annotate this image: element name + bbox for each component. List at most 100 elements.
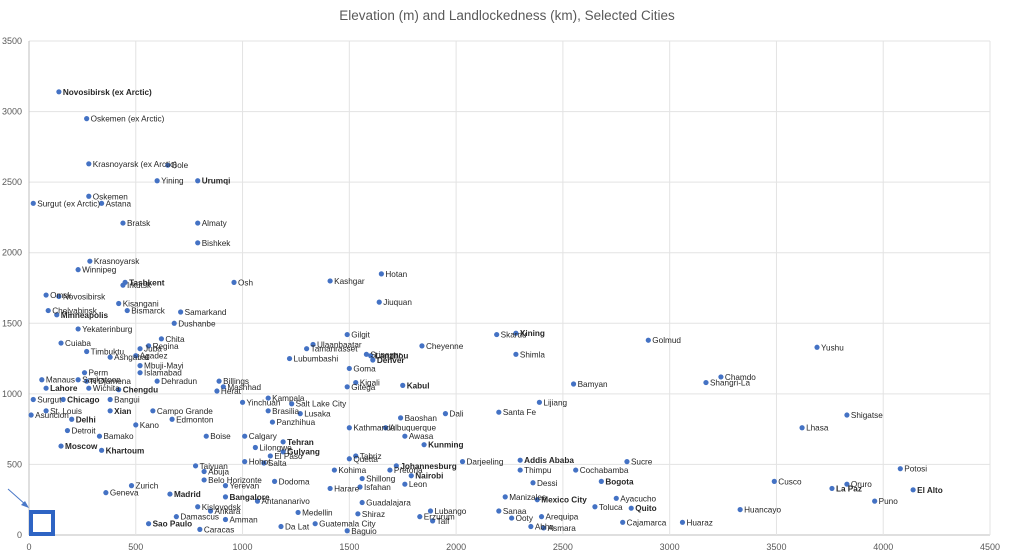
data-point[interactable]: [30, 396, 36, 403]
data-point[interactable]: [402, 433, 408, 439]
data-point[interactable]: [353, 379, 359, 386]
data-point[interactable]: [231, 279, 237, 285]
data-point[interactable]: [269, 419, 276, 425]
data-point[interactable]: [370, 357, 376, 363]
data-point[interactable]: [737, 506, 743, 513]
data-point[interactable]: [207, 508, 214, 514]
data-point[interactable]: [408, 473, 414, 479]
data-point[interactable]: [222, 494, 229, 500]
data-point[interactable]: [30, 200, 36, 206]
data-point[interactable]: [216, 378, 222, 384]
data-point[interactable]: [239, 399, 246, 405]
data-point[interactable]: [150, 408, 156, 414]
data-point[interactable]: [158, 336, 165, 342]
data-point[interactable]: [679, 519, 686, 525]
data-point[interactable]: [897, 466, 903, 472]
data-point[interactable]: [419, 343, 425, 349]
data-point[interactable]: [69, 416, 75, 422]
data-point[interactable]: [145, 521, 152, 527]
data-point[interactable]: [116, 300, 122, 307]
data-point[interactable]: [60, 396, 66, 403]
data-point[interactable]: [383, 425, 389, 431]
data-point[interactable]: [267, 453, 273, 459]
data-point[interactable]: [195, 240, 201, 246]
data-point[interactable]: [133, 422, 139, 428]
data-point[interactable]: [222, 483, 229, 489]
data-point[interactable]: [496, 409, 502, 415]
data-point[interactable]: [376, 299, 382, 305]
data-point[interactable]: [645, 337, 651, 343]
data-point[interactable]: [192, 463, 199, 469]
data-point[interactable]: [220, 384, 226, 390]
data-point[interactable]: [355, 511, 361, 517]
data-point[interactable]: [178, 309, 184, 315]
data-point[interactable]: [442, 411, 449, 417]
data-point[interactable]: [222, 516, 229, 523]
data-point[interactable]: [107, 396, 113, 403]
data-point[interactable]: [99, 447, 105, 453]
data-point[interactable]: [357, 484, 363, 490]
data-point[interactable]: [624, 459, 630, 465]
data-point[interactable]: [64, 427, 71, 434]
data-point[interactable]: [799, 425, 805, 431]
data-point[interactable]: [43, 408, 49, 414]
data-point[interactable]: [363, 351, 370, 357]
data-point[interactable]: [344, 384, 350, 390]
data-point[interactable]: [286, 355, 293, 362]
data-point[interactable]: [359, 499, 365, 506]
data-point[interactable]: [402, 481, 408, 487]
data-point[interactable]: [421, 442, 427, 448]
data-point[interactable]: [58, 340, 64, 346]
data-point[interactable]: [538, 514, 545, 520]
data-point[interactable]: [628, 505, 634, 511]
data-point[interactable]: [541, 525, 547, 531]
data-point[interactable]: [280, 439, 286, 445]
data-point[interactable]: [771, 478, 777, 484]
data-point[interactable]: [120, 220, 126, 226]
data-point[interactable]: [400, 382, 406, 388]
data-point[interactable]: [278, 523, 284, 530]
data-point[interactable]: [393, 463, 399, 469]
data-point[interactable]: [84, 378, 90, 384]
data-point[interactable]: [517, 457, 523, 463]
data-point[interactable]: [814, 344, 820, 350]
data-point[interactable]: [844, 412, 850, 418]
data-point[interactable]: [910, 487, 916, 493]
data-point[interactable]: [295, 509, 301, 516]
data-point[interactable]: [195, 504, 201, 510]
data-point[interactable]: [120, 282, 126, 288]
data-point[interactable]: [570, 381, 577, 387]
data-point[interactable]: [195, 178, 201, 184]
data-point[interactable]: [254, 498, 261, 504]
data-point[interactable]: [844, 481, 850, 487]
data-point[interactable]: [346, 425, 352, 431]
data-point[interactable]: [331, 467, 337, 473]
data-point[interactable]: [530, 480, 536, 486]
data-point[interactable]: [242, 459, 248, 465]
data-point[interactable]: [387, 467, 393, 473]
data-point[interactable]: [346, 365, 352, 372]
data-point[interactable]: [116, 387, 122, 393]
data-point[interactable]: [344, 331, 350, 338]
data-point[interactable]: [195, 220, 201, 226]
data-point[interactable]: [517, 467, 523, 473]
data-point[interactable]: [173, 514, 179, 520]
data-point[interactable]: [346, 456, 352, 462]
data-point[interactable]: [353, 453, 359, 459]
data-point[interactable]: [214, 388, 220, 394]
data-point[interactable]: [613, 495, 619, 501]
data-point[interactable]: [417, 514, 423, 520]
data-point[interactable]: [107, 408, 113, 414]
data-point[interactable]: [137, 370, 143, 376]
data-point[interactable]: [171, 320, 177, 326]
data-point[interactable]: [84, 116, 90, 122]
data-point[interactable]: [261, 460, 267, 466]
data-point[interactable]: [703, 379, 709, 386]
data-point[interactable]: [103, 490, 109, 496]
data-point[interactable]: [430, 518, 436, 524]
data-point[interactable]: [297, 411, 303, 417]
data-point[interactable]: [86, 161, 92, 167]
data-point[interactable]: [58, 443, 64, 449]
data-point[interactable]: [201, 477, 207, 483]
data-point[interactable]: [145, 343, 152, 349]
